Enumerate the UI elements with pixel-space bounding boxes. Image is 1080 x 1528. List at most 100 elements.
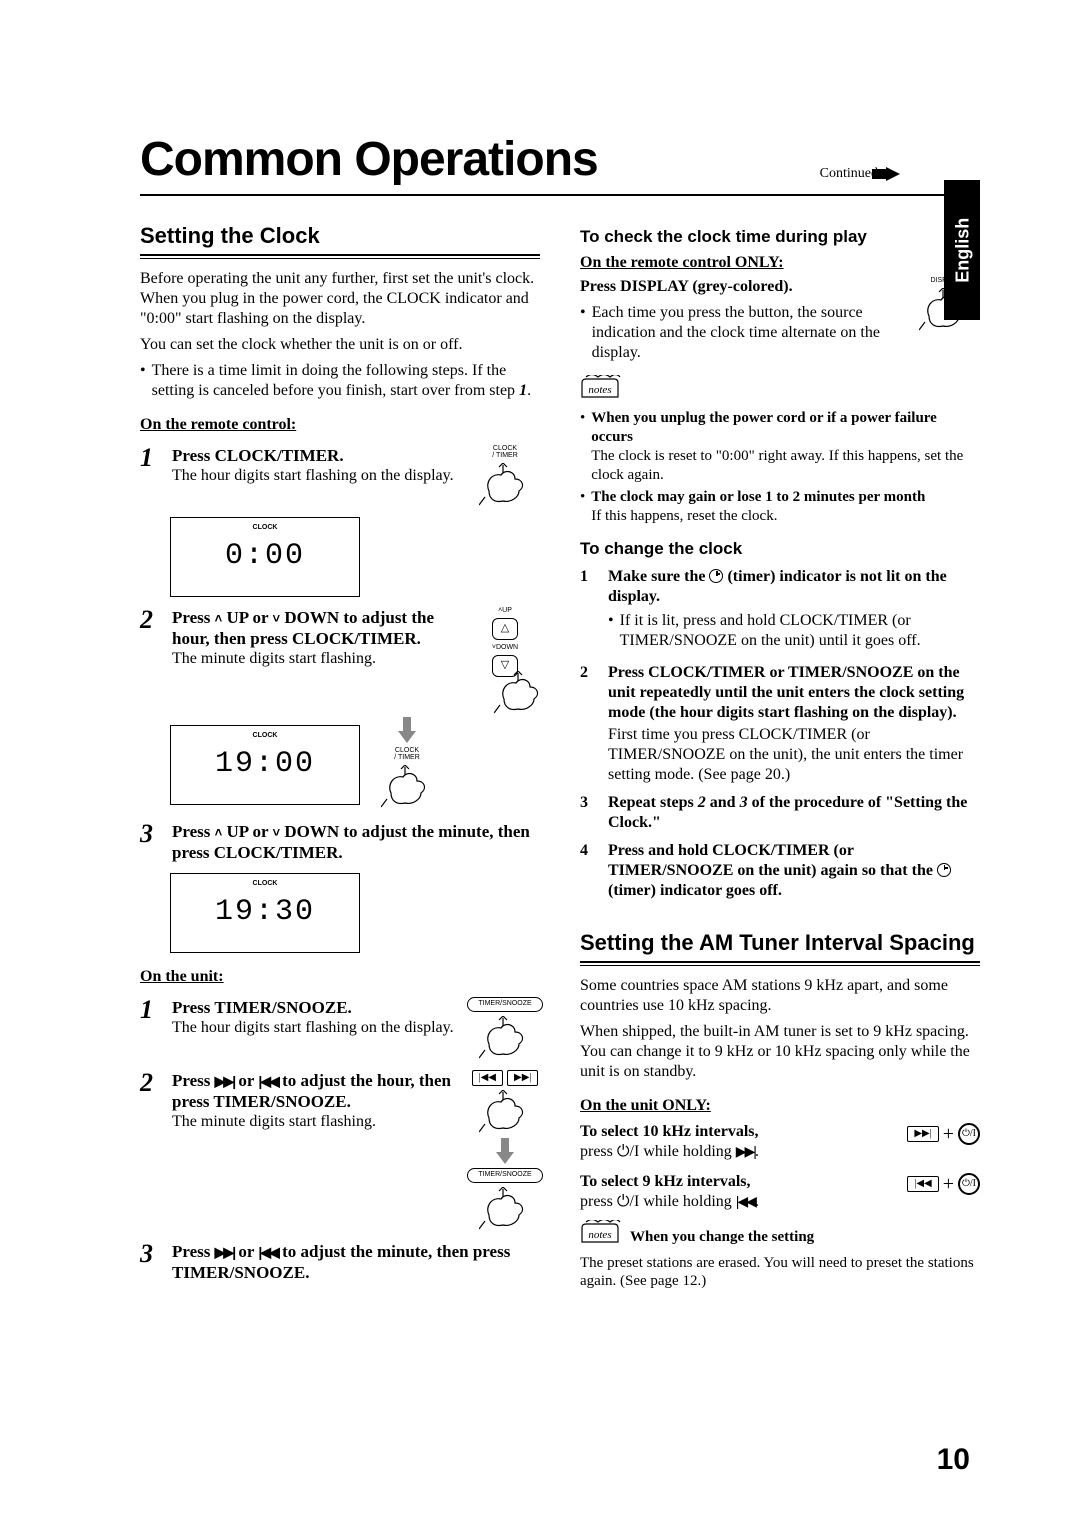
am-paragraph-1: Some countries space AM stations 9 kHz a… bbox=[580, 976, 980, 1016]
change-step-1: 1 Make sure the (timer) indicator is not… bbox=[580, 567, 980, 655]
step-1: 1 Press CLOCK/TIMER. The hour digits sta… bbox=[140, 445, 540, 507]
change-step-2: 2 Press CLOCK/TIMER or TIMER/SNOOZE on t… bbox=[580, 663, 980, 785]
lcd-label: CLOCK bbox=[253, 732, 278, 741]
step-3-title: Press ˄ UP or ˅ DOWN to adjust the minut… bbox=[172, 821, 540, 864]
step-number: 1 bbox=[140, 445, 162, 507]
continued-indicator: Continued bbox=[820, 165, 900, 183]
am-9-text: press ⏻/I while holding |◀◀. bbox=[580, 1192, 899, 1212]
up-label: ˄UP bbox=[498, 607, 512, 614]
hand-press-icon bbox=[381, 765, 433, 809]
display-bullet: • Each time you press the button, the so… bbox=[580, 303, 900, 363]
skip-forward-button-icon: ▶▶| bbox=[907, 1126, 938, 1143]
oval-button: TIMER/SNOOZE bbox=[467, 1168, 542, 1183]
step-number: 1 bbox=[140, 997, 162, 1060]
t: UP or bbox=[222, 608, 272, 627]
lcd-display-2: CLOCK 19:00 bbox=[170, 725, 360, 805]
up-button-icon: △ bbox=[492, 618, 518, 640]
language-tab-label: English bbox=[951, 217, 974, 282]
change-step-3: 3 Repeat steps 2 and 3 of the procedure … bbox=[580, 793, 980, 833]
up-down-buttons-icon: ˄UP △ ˅DOWN ▽ bbox=[470, 607, 540, 715]
am-10-bold: To select 10 kHz intervals, bbox=[580, 1122, 899, 1142]
note-2-text: If this happens, reset the clock. bbox=[591, 508, 777, 524]
timer-icon bbox=[937, 863, 951, 877]
hand-press-icon bbox=[479, 1187, 531, 1231]
note-3-bold: When you change the setting bbox=[630, 1228, 814, 1247]
continued-arrow-icon bbox=[886, 167, 900, 181]
remote-control-heading: On the remote control: bbox=[140, 415, 540, 435]
power-glyph: ⏻/I bbox=[617, 1143, 639, 1160]
c1-bold: Make sure the (timer) indicator is not l… bbox=[608, 568, 947, 605]
hand-press-icon bbox=[479, 1090, 531, 1134]
timer-icon bbox=[709, 569, 723, 583]
remote-only-heading: On the remote control ONLY: bbox=[580, 253, 980, 273]
lcd-display-3: CLOCK 19:30 bbox=[170, 873, 360, 953]
left-column: Setting the Clock Before operating the u… bbox=[140, 214, 540, 1297]
down-chevron-icon: ˅ bbox=[272, 611, 280, 626]
c4-bold: Press and hold CLOCK/TIMER (or TIMER/SNO… bbox=[608, 842, 951, 899]
plus-icon: + bbox=[939, 1173, 958, 1195]
t: . bbox=[755, 1193, 759, 1210]
down-arrow-icon bbox=[496, 1138, 514, 1164]
step-2-title: Press ˄ UP or ˅ DOWN to adjust the hour,… bbox=[172, 607, 460, 650]
am-9-bold: To select 9 kHz intervals, bbox=[580, 1172, 899, 1192]
note-3-text: The preset stations are erased. You will… bbox=[580, 1254, 980, 1292]
arrow-and-clock-timer: CLOCK / TIMER bbox=[372, 717, 442, 809]
note-1: • When you unplug the power cord or if a… bbox=[580, 409, 980, 484]
t: Repeat steps bbox=[608, 794, 698, 811]
down-label: ˅DOWN bbox=[492, 644, 518, 651]
down-chevron-icon: ˅ bbox=[272, 825, 280, 840]
am-10-text: press ⏻/I while holding ▶▶|. bbox=[580, 1142, 899, 1162]
skip-forward-icon: ▶▶| bbox=[215, 1073, 234, 1089]
t: . bbox=[755, 1143, 759, 1160]
button-combo-icon: |◀◀+⏻/I bbox=[907, 1172, 980, 1212]
subsection-check-clock: To check the clock time during play bbox=[580, 226, 980, 247]
unit-step-1-title: Press TIMER/SNOOZE. bbox=[172, 997, 460, 1018]
t: Press bbox=[172, 1242, 215, 1261]
lcd-digits: 19:00 bbox=[215, 746, 315, 784]
notes-icon bbox=[580, 375, 622, 405]
page-number: 10 bbox=[937, 1441, 970, 1479]
c1-sub-text: If it is lit, press and hold CLOCK/TIMER… bbox=[620, 611, 980, 651]
c1-sub-bullet: • If it is lit, press and hold CLOCK/TIM… bbox=[608, 611, 980, 651]
list-number: 2 bbox=[580, 663, 598, 785]
power-button-icon: ⏻/I bbox=[958, 1173, 980, 1195]
skip-forward-icon: ▶▶| bbox=[215, 1244, 234, 1260]
lcd-label: CLOCK bbox=[253, 880, 278, 889]
am-paragraph-2: When shipped, the built-in AM tuner is s… bbox=[580, 1022, 980, 1082]
lcd-display-1: CLOCK 0:00 bbox=[170, 517, 360, 597]
step-2-body: The minute digits start flashing. bbox=[172, 649, 460, 669]
section-setting-clock: Setting the Clock bbox=[140, 222, 540, 250]
lcd-digits: 0:00 bbox=[225, 538, 305, 576]
unit-only-heading: On the unit ONLY: bbox=[580, 1096, 980, 1116]
page-title: Common Operations bbox=[140, 130, 980, 196]
hand-press-icon bbox=[479, 463, 531, 507]
step-1-body: The hour digits start flashing on the di… bbox=[172, 466, 460, 486]
unit-step-3: 3 Press ▶▶| or |◀◀ to adjust the minute,… bbox=[140, 1241, 540, 1284]
language-tab: English bbox=[944, 180, 980, 320]
t: while holding bbox=[639, 1193, 735, 1210]
bullet-dot: • bbox=[140, 361, 146, 401]
unit-step-3-title: Press ▶▶| or |◀◀ to adjust the minute, t… bbox=[172, 1241, 540, 1284]
plus-icon: + bbox=[939, 1123, 958, 1145]
hand-press-icon bbox=[494, 671, 546, 715]
t: or bbox=[234, 1071, 258, 1090]
press-display-bold: Press DISPLAY (grey-colored). bbox=[580, 277, 900, 297]
bullet-text-b: . bbox=[527, 382, 531, 399]
unit-step-2-title: Press ▶▶| or |◀◀ to adjust the hour, the… bbox=[172, 1070, 460, 1113]
select-10khz-row: To select 10 kHz intervals, press ⏻/I wh… bbox=[580, 1122, 980, 1162]
t: Press bbox=[172, 1071, 215, 1090]
step-number: 2 bbox=[140, 607, 162, 715]
rule bbox=[580, 961, 980, 966]
step-1-title: Press CLOCK/TIMER. bbox=[172, 445, 460, 466]
t: or bbox=[234, 1242, 258, 1261]
unit-step-2: 2 Press ▶▶| or |◀◀ to adjust the hour, t… bbox=[140, 1070, 540, 1231]
rule bbox=[140, 254, 540, 259]
note-1-bold: When you unplug the power cord or if a p… bbox=[591, 410, 937, 445]
skip-back-button-icon: |◀◀ bbox=[907, 1176, 938, 1193]
skip-back-button-icon: |◀◀ bbox=[472, 1070, 503, 1087]
bullet-dot: • bbox=[580, 303, 586, 363]
skip-buttons-icon: |◀◀ ▶▶| TIMER/SNOOZE bbox=[470, 1070, 540, 1231]
bullet-dot: • bbox=[608, 611, 614, 651]
step-ref: 3 bbox=[740, 794, 748, 811]
continued-text: Continued bbox=[820, 165, 878, 183]
